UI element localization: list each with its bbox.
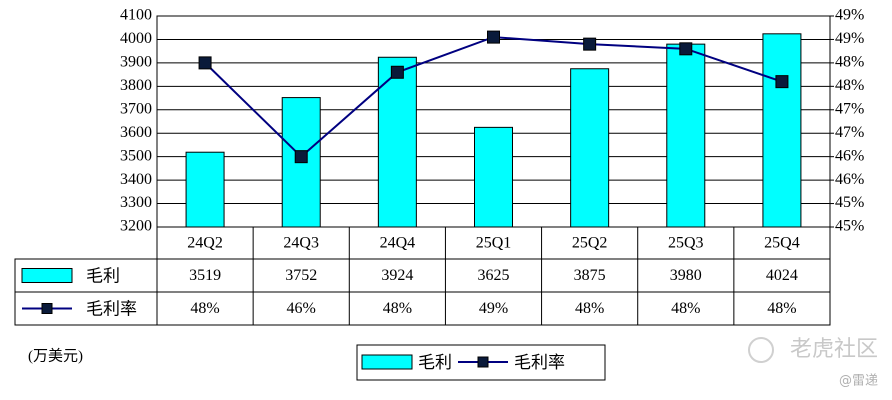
y-tick-label: 3600 <box>120 124 152 141</box>
watermark-icon <box>748 337 774 363</box>
table-legend-symbol <box>41 303 53 314</box>
legend-label: 毛利率 <box>514 353 565 373</box>
y2-tick-label: 47% <box>835 100 864 117</box>
table-value: 3875 <box>574 267 606 284</box>
table-value: 3752 <box>285 267 317 284</box>
x-tick-label: 25Q4 <box>764 235 800 252</box>
y-tick-label: 3700 <box>120 100 152 117</box>
table-value: 48% <box>767 300 796 317</box>
y2-tick-label: 46% <box>835 147 864 164</box>
watermark: 老虎社区 <box>790 337 878 362</box>
marker <box>198 56 212 70</box>
x-tick-label: 24Q3 <box>283 235 319 252</box>
y2-tick-label: 48% <box>835 54 864 71</box>
table-legend-label: 毛利 <box>86 267 120 287</box>
bar <box>666 43 706 228</box>
y2-tick-label: 46% <box>835 171 864 188</box>
x-tick-label: 24Q2 <box>187 235 223 252</box>
marker <box>390 65 404 79</box>
y2-tick-label: 45% <box>835 194 864 211</box>
table-value: 3924 <box>381 267 413 284</box>
y-tick-label: 4000 <box>120 30 152 47</box>
table-value: 48% <box>671 300 700 317</box>
x-tick-label: 24Q4 <box>380 235 416 252</box>
y-tick-label: 3500 <box>120 147 152 164</box>
legend-symbol <box>477 356 489 368</box>
table-value: 4024 <box>766 267 798 284</box>
legend-symbol <box>361 354 413 370</box>
bar <box>570 68 610 228</box>
table-value: 3519 <box>189 267 221 284</box>
bar <box>474 126 513 228</box>
legend-label: 毛利 <box>418 353 452 373</box>
table-legend-symbol <box>21 268 73 283</box>
table-value: 49% <box>479 300 508 317</box>
y-tick-label: 3800 <box>120 77 152 94</box>
y-tick-label: 3900 <box>120 54 152 71</box>
table-legend-label: 毛利率 <box>86 300 137 320</box>
y-tick-label: 3300 <box>120 194 152 211</box>
x-tick-label: 25Q1 <box>476 235 512 252</box>
x-tick-label: 25Q3 <box>668 235 704 252</box>
table-value: 48% <box>383 300 412 317</box>
y2-tick-label: 45% <box>835 218 864 235</box>
y2-tick-label: 48% <box>835 77 864 94</box>
marker <box>294 150 308 164</box>
y2-tick-label: 49% <box>835 30 864 47</box>
y2-tick-label: 47% <box>835 124 864 141</box>
y2-tick-label: 49% <box>835 7 864 24</box>
y-tick-label: 4100 <box>120 7 152 24</box>
y-tick-label: 3400 <box>120 171 152 188</box>
unit-label: (万美元) <box>28 347 83 364</box>
bar <box>185 151 225 228</box>
x-tick-label: 25Q2 <box>572 235 608 252</box>
table-value: 3980 <box>670 267 702 284</box>
marker <box>775 75 789 89</box>
marker <box>487 30 500 44</box>
marker <box>679 42 693 56</box>
table-value: 3625 <box>478 267 510 284</box>
table-value: 48% <box>190 300 219 317</box>
bar <box>281 97 321 228</box>
watermark-author: @雷递 <box>839 374 878 389</box>
y-tick-label: 3200 <box>120 218 152 235</box>
bar <box>377 56 417 228</box>
table-value: 46% <box>287 300 316 317</box>
bar <box>762 33 802 228</box>
table-value: 48% <box>575 300 604 317</box>
marker <box>583 37 597 51</box>
